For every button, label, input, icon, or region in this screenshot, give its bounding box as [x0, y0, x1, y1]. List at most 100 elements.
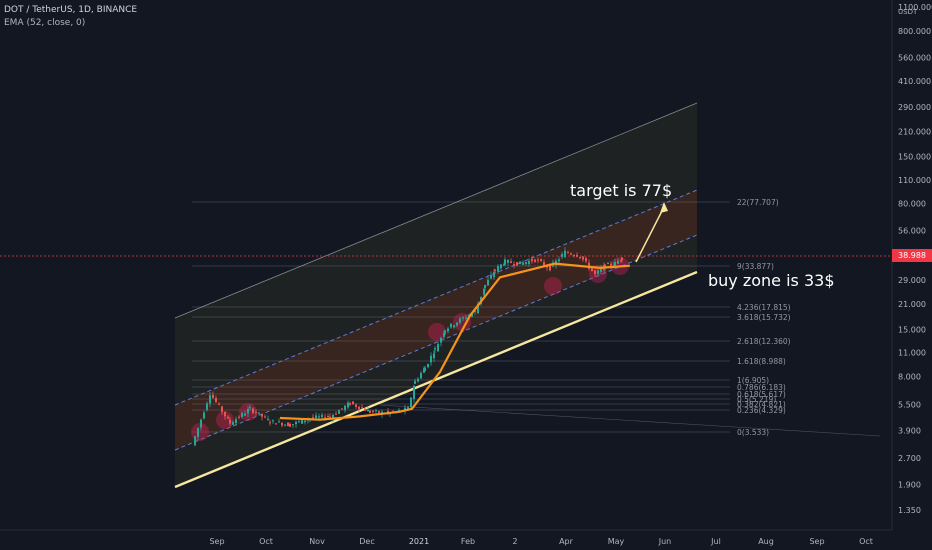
candle-body	[459, 318, 461, 323]
fibonacci-levels: 22(77.707) 9(33.877) 4.236(17.815)3.618(15…	[192, 198, 881, 437]
candle-body	[212, 394, 214, 398]
candle-body	[200, 419, 202, 428]
highlight-circle	[453, 313, 471, 331]
candle-body	[610, 263, 612, 266]
price-tick-label: 1100.000	[898, 3, 932, 12]
fib-level-label: 0.618(5.617)	[737, 390, 786, 399]
buy-zone-annotation: buy zone is 33$	[708, 271, 835, 290]
candle-body	[543, 262, 545, 266]
highlight-circle	[428, 323, 446, 341]
candle-body	[519, 261, 521, 265]
candle-body	[272, 420, 274, 422]
candle-body	[570, 253, 572, 255]
fib-level-label: 0.382(4.821)	[737, 400, 786, 409]
price-tick-label: 8.000	[898, 372, 921, 381]
candle-body	[477, 303, 479, 314]
candle-body	[607, 262, 609, 264]
candle-body	[420, 373, 422, 379]
time-tick-label: Apr	[559, 537, 574, 546]
candle-body	[372, 410, 374, 413]
price-tick-label: 1.350	[898, 506, 921, 515]
indicator-title[interactable]: EMA (52, close, 0)	[4, 18, 86, 28]
candle-body	[600, 268, 602, 272]
candle-body	[278, 421, 280, 423]
candle-body	[483, 288, 485, 295]
candle-body	[261, 414, 263, 417]
candle-body	[252, 408, 254, 413]
candle-body	[281, 422, 283, 426]
candle-body	[567, 252, 569, 254]
candle-body	[465, 317, 467, 319]
price-tick-label: 56.000	[898, 226, 926, 235]
candle-body	[287, 422, 289, 427]
fib-level-label: 2.618(12.360)	[737, 337, 791, 346]
candle-body	[378, 410, 380, 413]
fib-trend-line	[379, 404, 881, 437]
candle-body	[284, 424, 286, 426]
highlight-circles	[191, 257, 629, 441]
candle-body	[292, 424, 294, 426]
candle-body	[504, 259, 506, 265]
current-price-tag: 38.988	[892, 249, 932, 262]
candle-body	[528, 260, 530, 265]
candle-body	[453, 325, 455, 328]
price-tick-label: 5.500	[898, 401, 921, 410]
fib-level-label: 0.786(6.183)	[737, 383, 786, 392]
channel-zones	[175, 103, 697, 487]
candle-body	[269, 422, 271, 424]
candle-body	[361, 407, 363, 409]
candle-body	[500, 264, 502, 269]
symbol-title[interactable]: DOT / TetherUS, 1D, BINANCE	[4, 5, 138, 15]
candle-body	[369, 410, 371, 413]
chart-legend: DOT / TetherUS, 1D, BINANCE EMA (52, clo…	[4, 4, 137, 30]
annotations: target is 77$ buy zone is 33$	[570, 181, 835, 290]
candle-body	[301, 419, 303, 424]
time-tick-label: Feb	[461, 537, 475, 546]
fib-level-label: 4.236(17.815)	[737, 303, 791, 312]
highlight-circle	[544, 277, 562, 295]
candle-body	[358, 406, 360, 410]
candle-body	[364, 408, 366, 411]
candle-body	[540, 259, 542, 262]
candle-body	[537, 259, 539, 261]
candle-body	[255, 411, 257, 414]
candle-body	[591, 268, 593, 272]
candle-body	[573, 255, 575, 257]
candle-body	[215, 398, 217, 402]
candle-body	[510, 261, 512, 263]
price-tick-label: 410.000	[898, 77, 931, 86]
candle-body	[516, 262, 518, 266]
price-tick-label: 800.000	[898, 27, 931, 36]
target-arrow	[635, 206, 665, 263]
channel-zone-outer	[175, 103, 697, 487]
candle-body	[582, 256, 584, 260]
candle-body	[417, 378, 419, 382]
candle-body	[522, 262, 524, 265]
candle-body	[443, 332, 445, 337]
price-tick-label: 15.000	[898, 325, 926, 334]
candle-body	[341, 408, 343, 410]
candle-body	[494, 270, 496, 272]
time-tick-label: Oct	[859, 537, 873, 546]
channel-zone-inner	[175, 190, 697, 450]
candle-body	[561, 254, 563, 257]
time-tick-label: 2	[512, 537, 517, 546]
price-tick-label: 80.000	[898, 200, 926, 209]
candle-body	[471, 313, 473, 317]
candle-body	[585, 258, 587, 262]
candle-body	[437, 344, 439, 352]
candle-body	[558, 259, 560, 262]
candle-body	[487, 279, 489, 286]
candle-body	[329, 416, 331, 418]
candle-body	[298, 421, 300, 423]
candle-body	[312, 417, 314, 419]
candle-body	[249, 407, 251, 409]
candle-body	[335, 413, 337, 415]
price-tick-label: 21.000	[898, 300, 926, 309]
candle-body	[490, 274, 492, 279]
candle-body	[355, 404, 357, 407]
candle-body	[247, 409, 249, 414]
candle-body	[597, 270, 599, 274]
candle-body	[218, 403, 220, 405]
